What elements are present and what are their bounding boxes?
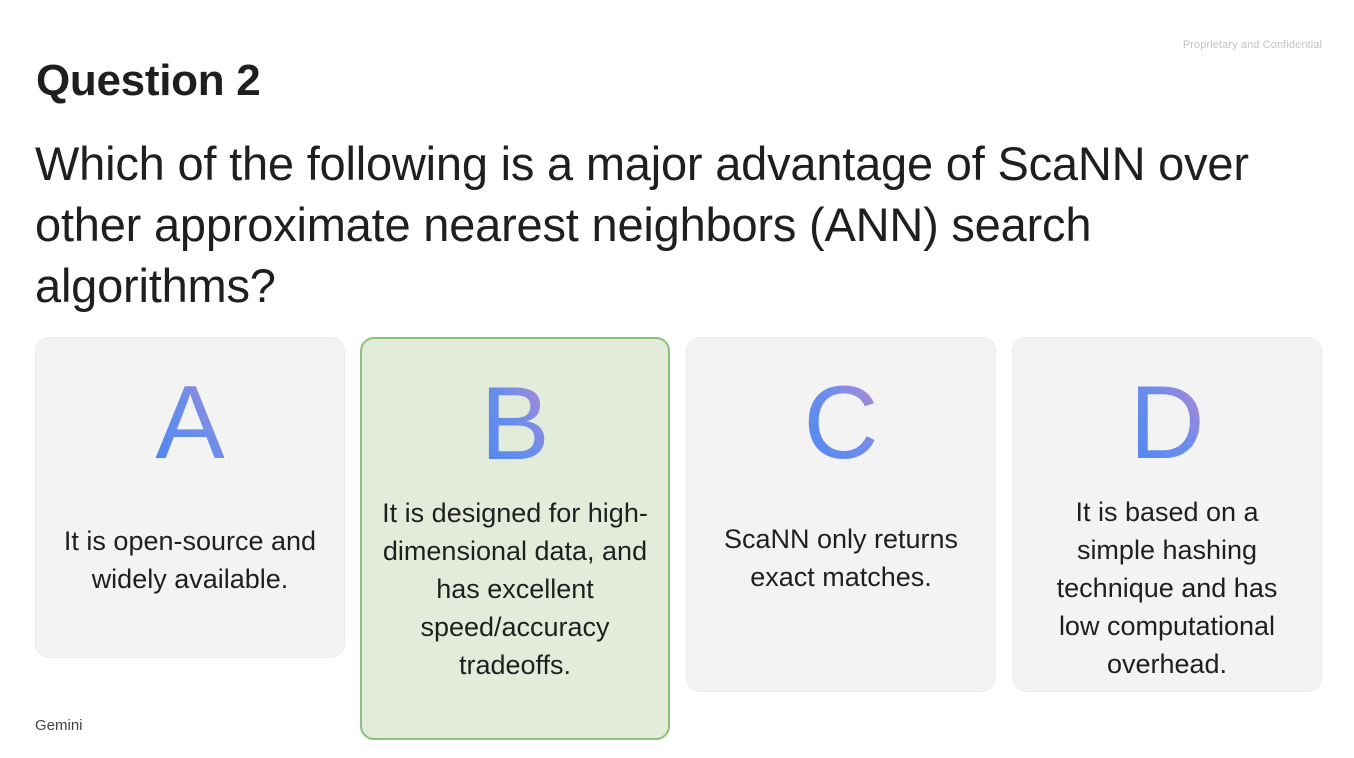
option-text-c: ScaNN only returns exact matches. [723, 524, 959, 592]
option-card-c[interactable]: C ScaNN only returns exact matches. [686, 337, 996, 692]
question-number-heading: Question 2 [36, 56, 261, 105]
option-text-d: It is based on a simple hashing techniqu… [1056, 497, 1278, 679]
option-letter-a-glyph: A [155, 365, 225, 481]
option-card-d[interactable]: D It is based on a simple hashing techni… [1012, 337, 1322, 692]
option-letter-b: B [362, 366, 668, 482]
gemini-logo-text: Gemini [35, 717, 83, 734]
option-card-a[interactable]: A It is open-source and widely available… [35, 337, 345, 658]
question-text: Which of the following is a major advant… [35, 137, 1249, 312]
option-letter-c-glyph: C [803, 365, 878, 481]
option-letter-a: A [36, 365, 344, 481]
option-text-b: It is designed for high-dimensional data… [382, 498, 648, 680]
option-letter-d-glyph: D [1129, 365, 1204, 481]
option-card-b[interactable]: B It is designed for high-dimensional da… [360, 337, 670, 740]
option-letter-c: C [687, 365, 995, 481]
option-letter-b-glyph: B [480, 366, 549, 482]
option-text-a: It is open-source and widely available. [63, 526, 317, 594]
option-letter-d: D [1013, 365, 1321, 481]
confidentiality-notice: Proprietary and Confidential [1182, 39, 1322, 51]
